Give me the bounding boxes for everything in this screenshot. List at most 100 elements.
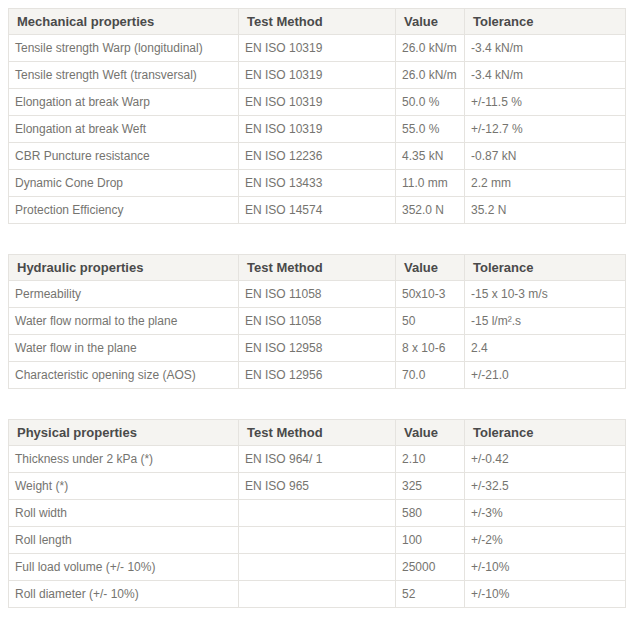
- hydraulic-properties-table: Hydraulic properties Test Method Value T…: [8, 254, 626, 389]
- value-cell: 50.0 %: [396, 89, 465, 116]
- tolerance-cell: +/-21.0: [465, 362, 626, 389]
- property-cell: Tensile strength Warp (longitudinal): [9, 35, 239, 62]
- tolerance-cell: +/-10%: [465, 581, 626, 608]
- table-row: Characteristic opening size (AOS)EN ISO …: [9, 362, 626, 389]
- test-method-header: Test Method: [239, 420, 396, 446]
- test-method-cell: EN ISO 14574: [239, 197, 396, 224]
- property-cell: CBR Puncture resistance: [9, 143, 239, 170]
- test-method-cell: [239, 500, 396, 527]
- test-method-cell: [239, 554, 396, 581]
- tolerance-cell: 35.2 N: [465, 197, 626, 224]
- property-cell: Full load volume (+/- 10%): [9, 554, 239, 581]
- table-header-row: Hydraulic properties Test Method Value T…: [9, 255, 626, 281]
- tolerance-cell: +/-11.5 %: [465, 89, 626, 116]
- tolerance-cell: +/-10%: [465, 554, 626, 581]
- property-cell: Protection Efficiency: [9, 197, 239, 224]
- test-method-header: Test Method: [239, 9, 396, 35]
- property-cell: Weight (*): [9, 473, 239, 500]
- table-header-row: Physical properties Test Method Value To…: [9, 420, 626, 446]
- value-cell: 50x10-3: [396, 281, 465, 308]
- tolerance-cell: -15 l/m².s: [465, 308, 626, 335]
- value-cell: 52: [396, 581, 465, 608]
- test-method-cell: EN ISO 10319: [239, 116, 396, 143]
- property-cell: Tensile strength Weft (transversal): [9, 62, 239, 89]
- properties-page: Mechanical properties Test Method Value …: [0, 0, 635, 608]
- value-cell: 8 x 10-6: [396, 335, 465, 362]
- table-header-row: Mechanical properties Test Method Value …: [9, 9, 626, 35]
- table-row: Full load volume (+/- 10%) 25000+/-10%: [9, 554, 626, 581]
- value-cell: 325: [396, 473, 465, 500]
- property-cell: Elongation at break Weft: [9, 116, 239, 143]
- tolerance-cell: -3.4 kN/m: [465, 35, 626, 62]
- value-cell: 352.0 N: [396, 197, 465, 224]
- table-row: Roll diameter (+/- 10%) 52+/-10%: [9, 581, 626, 608]
- value-cell: 2.10: [396, 446, 465, 473]
- tolerance-cell: -0.87 kN: [465, 143, 626, 170]
- value-cell: 100: [396, 527, 465, 554]
- value-header: Value: [396, 255, 465, 281]
- test-method-cell: EN ISO 11058: [239, 281, 396, 308]
- property-cell: Elongation at break Warp: [9, 89, 239, 116]
- mechanical-properties-table: Mechanical properties Test Method Value …: [8, 8, 626, 224]
- test-method-cell: EN ISO 12236: [239, 143, 396, 170]
- test-method-cell: [239, 581, 396, 608]
- tolerance-cell: -15 x 10-3 m/s: [465, 281, 626, 308]
- property-cell: Water flow normal to the plane: [9, 308, 239, 335]
- value-cell: 55.0 %: [396, 116, 465, 143]
- table-row: Tensile strength Warp (longitudinal)EN I…: [9, 35, 626, 62]
- test-method-cell: EN ISO 10319: [239, 35, 396, 62]
- property-cell: Characteristic opening size (AOS): [9, 362, 239, 389]
- table-row: CBR Puncture resistanceEN ISO 122364.35 …: [9, 143, 626, 170]
- value-header: Value: [396, 420, 465, 446]
- table-row: Tensile strength Weft (transversal)EN IS…: [9, 62, 626, 89]
- tolerance-header: Tolerance: [465, 255, 626, 281]
- table-row: Roll width 580+/-3%: [9, 500, 626, 527]
- test-method-cell: EN ISO 964/ 1: [239, 446, 396, 473]
- value-cell: 50: [396, 308, 465, 335]
- property-cell: Roll diameter (+/- 10%): [9, 581, 239, 608]
- tolerance-cell: +/-2%: [465, 527, 626, 554]
- table-row: Thickness under 2 kPa (*)EN ISO 964/ 12.…: [9, 446, 626, 473]
- table-row: Water flow in the planeEN ISO 129588 x 1…: [9, 335, 626, 362]
- table-row: Weight (*)EN ISO 965325+/-32.5: [9, 473, 626, 500]
- table-row: Protection EfficiencyEN ISO 14574352.0 N…: [9, 197, 626, 224]
- table-row: Roll length100+/-2%: [9, 527, 626, 554]
- property-cell: Dynamic Cone Drop: [9, 170, 239, 197]
- value-cell: 25000: [396, 554, 465, 581]
- table-row: Water flow normal to the planeEN ISO 110…: [9, 308, 626, 335]
- physical-properties-table: Physical properties Test Method Value To…: [8, 419, 626, 608]
- table-row: Elongation at break WarpEN ISO 1031950.0…: [9, 89, 626, 116]
- table-row: Dynamic Cone DropEN ISO 1343311.0 mm2.2 …: [9, 170, 626, 197]
- test-method-cell: EN ISO 12958: [239, 335, 396, 362]
- table-title: Mechanical properties: [9, 9, 239, 35]
- test-method-header: Test Method: [239, 255, 396, 281]
- table-title: Physical properties: [9, 420, 239, 446]
- property-cell: Permeability: [9, 281, 239, 308]
- tolerance-cell: 2.2 mm: [465, 170, 626, 197]
- property-cell: Roll width: [9, 500, 239, 527]
- value-cell: 70.0: [396, 362, 465, 389]
- table-row: PermeabilityEN ISO 1105850x10-3-15 x 10-…: [9, 281, 626, 308]
- tolerance-cell: 2.4: [465, 335, 626, 362]
- table-row: Elongation at break WeftEN ISO 1031955.0…: [9, 116, 626, 143]
- properties-tables: Mechanical properties Test Method Value …: [8, 8, 625, 608]
- value-cell: 26.0 kN/m: [396, 62, 465, 89]
- tolerance-header: Tolerance: [465, 420, 626, 446]
- tolerance-cell: +/-0.42: [465, 446, 626, 473]
- tolerance-cell: +/-32.5: [465, 473, 626, 500]
- value-cell: 4.35 kN: [396, 143, 465, 170]
- property-cell: Thickness under 2 kPa (*): [9, 446, 239, 473]
- test-method-cell: EN ISO 12956: [239, 362, 396, 389]
- value-cell: 580: [396, 500, 465, 527]
- test-method-cell: EN ISO 965: [239, 473, 396, 500]
- value-cell: 26.0 kN/m: [396, 35, 465, 62]
- test-method-cell: [239, 527, 396, 554]
- test-method-cell: EN ISO 11058: [239, 308, 396, 335]
- tolerance-cell: +/-3%: [465, 500, 626, 527]
- tolerance-cell: -3.4 kN/m: [465, 62, 626, 89]
- value-cell: 11.0 mm: [396, 170, 465, 197]
- test-method-cell: EN ISO 10319: [239, 62, 396, 89]
- table-title: Hydraulic properties: [9, 255, 239, 281]
- test-method-cell: EN ISO 10319: [239, 89, 396, 116]
- test-method-cell: EN ISO 13433: [239, 170, 396, 197]
